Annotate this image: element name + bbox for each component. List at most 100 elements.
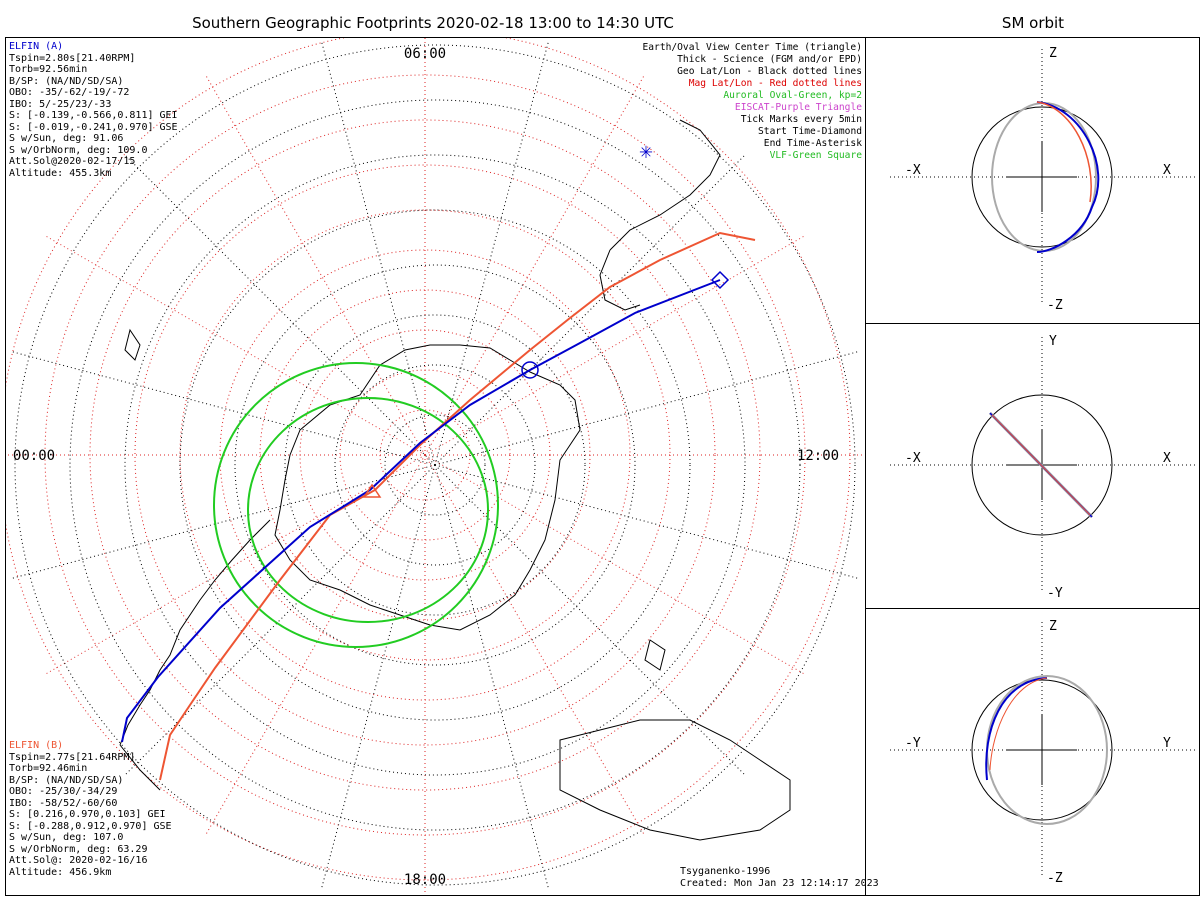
axis-label-bottom: -Z: [1047, 871, 1063, 886]
elfin-a-info-line: Tspin=2.80s[21.40RPM]: [9, 52, 136, 64]
elfin-b-track: [159, 231, 756, 781]
auroral-oval-inner: [247, 397, 489, 623]
elfin-a-name: ELFIN (A): [9, 41, 64, 52]
mag-lon-line: [424, 234, 807, 456]
orbit-panel: Z -Z -Y Y: [890, 619, 1195, 886]
legend-entry: VLF-Green Square: [769, 150, 862, 161]
earth-circle: [971, 679, 1113, 821]
legend-entry: Earth/Oval View Center Time (triangle): [642, 42, 863, 53]
elfin-b-info-line: S: [-0.288,0.912,0.970] GSE: [9, 820, 172, 832]
mag-lon-line: [43, 454, 426, 676]
axis-label-left: -X: [905, 451, 921, 466]
elfin-b-info-line: Altitude: 456.9km: [9, 866, 112, 878]
axis-label-bottom: -Z: [1047, 298, 1063, 313]
elfin-b-info: ELFIN (B) Tspin=2.77s[21.64RPM] Torb=92.4…: [9, 740, 172, 878]
axis-label-top: Z: [1049, 46, 1057, 61]
elfin-a-start-diamond: [710, 270, 730, 290]
mag-lon-line: [424, 73, 646, 456]
elfin-a-info-line: S w/Sun, deg: 91.06: [9, 133, 124, 144]
axis-label-right: X: [1163, 163, 1171, 178]
earth-circle: [971, 394, 1113, 536]
elfin-a-end-asterisk: ✳: [639, 139, 652, 164]
geo-lon-line: [9, 350, 436, 466]
legend-entry: End Time-Asterisk: [763, 138, 862, 149]
axis-label-bottom: -Y: [1047, 586, 1063, 601]
legend-entry: Mag Lat/Lon - Red dotted lines: [688, 78, 862, 89]
geo-lon-line: [123, 153, 436, 466]
elfin-a-info-line: S w/OrbNorm, deg: 109.0: [9, 144, 148, 156]
geo-lon-line: [123, 464, 436, 777]
orbit-b: [1036, 101, 1092, 203]
elfin-b-info-line: S w/OrbNorm, deg: 63.29: [9, 843, 148, 855]
legend-entry: Start Time-Diamond: [758, 126, 862, 137]
geo-lon-line: [434, 464, 861, 580]
geo-latlon-grid: [9, 39, 861, 891]
orbit-b: [989, 677, 1048, 771]
geo-lon-line: [9, 464, 436, 580]
earth-circle: [971, 106, 1113, 248]
geo-lon-line: [434, 153, 747, 466]
mag-lat-circle: [89, 119, 761, 791]
axis-label-top: Y: [1049, 334, 1057, 349]
mag-lon-line: [204, 454, 426, 837]
elfin-b-info-line: Torb=92.46min: [9, 763, 88, 774]
mag-lon-line: [204, 73, 426, 456]
geo-lat-circle: [334, 364, 536, 566]
mag-lon-line: [43, 234, 426, 456]
mlt-label-right: 12:00: [797, 448, 839, 464]
geo-lon-line: [434, 350, 861, 466]
elfin-a-info-line: Att.Sol@2020-02-17/15: [9, 156, 136, 167]
auroral-oval-outer: [213, 362, 499, 648]
legend: Earth/Oval View Center Time (triangle) Th…: [542, 42, 863, 162]
orbit-panel: Y -Y -X X: [890, 334, 1195, 601]
geo-lat-circle: [124, 154, 746, 776]
legend-entry: Auroral Oval-Green, kp=2: [723, 90, 862, 101]
elfin-a-marker: [521, 361, 539, 379]
view-center-triangle: [362, 483, 382, 498]
geo-lat-circle: [69, 99, 801, 831]
elfin-a-info: ELFIN (A) Tspin=2.80s[21.40RPM] Torb=92.5…: [9, 41, 178, 179]
axis-label-left: -X: [905, 163, 921, 178]
elfin-a-info-line: IBO: 5/-25/23/-33: [9, 98, 112, 110]
axis-label-right: Y: [1163, 736, 1171, 751]
island-coastline: [124, 328, 141, 361]
coastlines: [119, 119, 791, 841]
elfin-a-info-line: S: [-0.139,-0.566,0.811] GEI: [9, 110, 178, 121]
elfin-a-info-line: S: [-0.019,-0.241,0.970] GSE: [9, 121, 178, 133]
legend-entry: Tick Marks every 5min: [740, 114, 862, 125]
elfin-a-track: [121, 279, 721, 743]
mag-latlon-grid: [6, 38, 865, 895]
orbit-panel-title: SM orbit: [1001, 14, 1065, 32]
south-america-coastline: [119, 519, 271, 791]
elfin-b-info-line: OBO: -25/30/-34/29: [9, 786, 118, 797]
mlt-label-bottom: 18:00: [404, 872, 446, 888]
elfin-b-info-line: S: [0.216,0.970,0.103] GEI: [9, 809, 166, 820]
geo-lat-circle: [234, 264, 636, 666]
australia-coastline: [559, 719, 791, 841]
legend-entry: Geo Lat/Lon - Black dotted lines: [677, 66, 862, 77]
page-title: Southern Geographic Footprints 2020-02-1…: [192, 14, 674, 32]
elfin-b-info-line: IBO: -58/52/-60/60: [9, 797, 118, 809]
credits: Tsyganenko-1996 Created: Mon Jan 23 12:1…: [680, 866, 879, 889]
axis-label-left: -Y: [905, 736, 921, 751]
antarctica-coastline: [274, 344, 581, 631]
mag-lon-line: [424, 454, 646, 837]
elfin-a-info-line: Torb=92.56min: [9, 64, 88, 75]
orbit-a: [1036, 101, 1100, 253]
orbit-panel: Z -Z -X X: [890, 46, 1195, 313]
geo-lat-circle: [179, 209, 691, 721]
axis-label-right: X: [1163, 451, 1171, 466]
elfin-b-name: ELFIN (B): [9, 740, 64, 751]
geo-lat-circle: [284, 314, 586, 616]
geo-lat-circle: [384, 414, 486, 516]
legend-entry: Thick - Science (FGM and/or EPD): [677, 54, 862, 65]
geo-lon-line: [434, 464, 550, 891]
legend-entry: EISCAT-Purple Triangle: [734, 102, 862, 113]
elfin-a-info-line: B/SP: (NA/ND/SD/SA): [9, 75, 124, 87]
created-timestamp: Created: Mon Jan 23 12:14:17 2023: [680, 877, 879, 889]
geo-lon-line: [320, 464, 436, 891]
elfin-a-info-line: OBO: -35/-62/-19/-72: [9, 87, 130, 98]
geo-lon-line: [434, 464, 747, 777]
island-coastline: [644, 639, 666, 671]
elfin-b-info-line: S w/Sun, deg: 107.0: [9, 832, 124, 843]
